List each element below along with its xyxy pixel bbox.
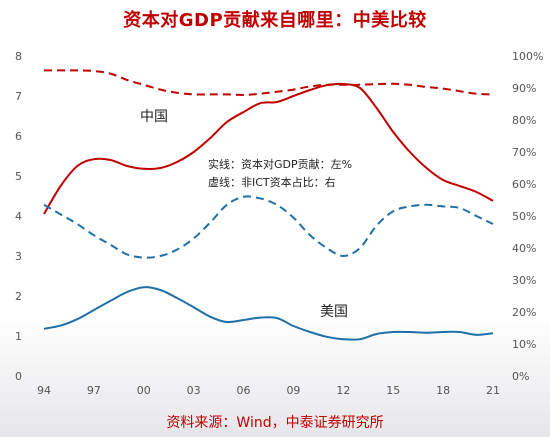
right-tick-label: 70% [512, 146, 536, 159]
left-tick-label: 8 [15, 50, 22, 63]
left-tick-label: 1 [15, 330, 22, 343]
usa-label: 美国 [320, 304, 348, 320]
x-axis-ticks: 94 97 00 03 06 09 12 15 18 21 [37, 384, 500, 397]
china-capital-contribution-line [43, 82, 494, 215]
x-tick-label: 09 [286, 384, 300, 397]
right-tick-label: 60% [512, 178, 536, 191]
right-tick-label: 0% [512, 370, 529, 383]
series-lines [43, 69, 494, 341]
x-tick-label: 06 [237, 384, 251, 397]
right-tick-label: 10% [512, 338, 536, 351]
left-tick-label: 2 [15, 290, 22, 303]
right-tick-label: 50% [512, 210, 536, 223]
x-tick-label: 03 [187, 384, 201, 397]
left-tick-label: 0 [15, 370, 22, 383]
chart-title: 资本对GDP贡献来自哪里：中美比较 [123, 10, 427, 31]
left-tick-label: 3 [15, 250, 22, 263]
x-tick-label: 12 [336, 384, 350, 397]
right-tick-label: 30% [512, 274, 536, 287]
note-solid-line: 实线：资本对GDP贡献：左% [208, 157, 352, 171]
left-tick-label: 7 [15, 90, 22, 103]
source-note: 资料来源：Wind，中泰证券研究所 [166, 415, 384, 431]
x-tick-label: 18 [436, 384, 450, 397]
usa-non-ict-share-line [43, 195, 494, 259]
china-non-ict-share-line [43, 69, 494, 97]
x-tick-label: 00 [137, 384, 151, 397]
right-tick-label: 100% [512, 50, 543, 63]
left-tick-label: 6 [15, 130, 22, 143]
x-tick-label: 94 [37, 384, 51, 397]
left-tick-label: 5 [15, 170, 22, 183]
china-label: 中国 [140, 109, 168, 125]
left-tick-label: 4 [15, 210, 22, 223]
right-axis-ticks: 0% 10% 20% 30% 40% 50% 60% 70% 80% 90% 100% [512, 50, 543, 383]
right-tick-label: 90% [512, 82, 536, 95]
right-tick-label: 20% [512, 306, 536, 319]
note-dashed-line: 虚线：非ICT资本占比：右 [208, 175, 336, 189]
x-tick-label: 97 [87, 384, 101, 397]
usa-capital-contribution-line [43, 286, 494, 341]
right-tick-label: 40% [512, 242, 536, 255]
right-tick-label: 80% [512, 114, 536, 127]
x-tick-label: 15 [386, 384, 400, 397]
left-axis-ticks: 0 1 2 3 4 5 6 7 8 [15, 50, 22, 383]
x-tick-label: 21 [486, 384, 500, 397]
